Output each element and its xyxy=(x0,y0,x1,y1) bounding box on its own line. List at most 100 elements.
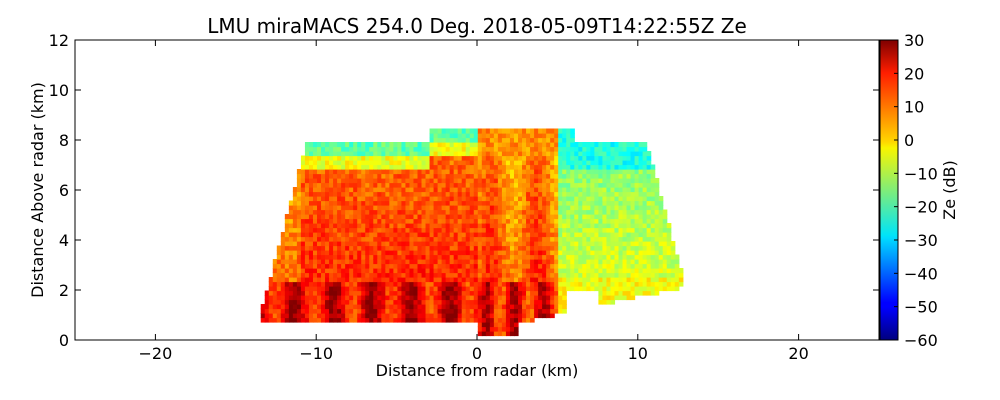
heatmap-cell xyxy=(445,200,451,206)
heatmap-cell xyxy=(509,169,515,175)
heatmap-cell xyxy=(401,268,407,274)
heatmap-cell xyxy=(357,241,362,247)
heatmap-cell xyxy=(441,137,447,143)
heatmap-cell xyxy=(562,227,567,233)
heatmap-cell xyxy=(405,313,411,319)
heatmap-cell xyxy=(469,313,475,319)
heatmap-cell xyxy=(626,245,632,251)
heatmap-cell xyxy=(570,142,575,148)
heatmap-cell xyxy=(417,160,423,166)
heatmap-cell xyxy=(493,232,499,238)
heatmap-cell xyxy=(594,281,599,287)
heatmap-cell xyxy=(578,209,583,215)
heatmap-cell xyxy=(429,196,435,202)
heatmap-cell xyxy=(317,232,322,238)
heatmap-cell xyxy=(280,286,286,292)
heatmap-cell xyxy=(321,245,326,251)
heatmap-cell xyxy=(602,169,608,175)
heatmap-cell xyxy=(489,232,495,238)
heatmap-cell xyxy=(469,241,475,247)
heatmap-cell xyxy=(534,268,539,274)
heatmap-cell xyxy=(361,272,366,278)
heatmap-cell xyxy=(509,295,515,301)
heatmap-cell xyxy=(345,254,350,260)
heatmap-cell xyxy=(662,232,668,238)
heatmap-cell xyxy=(530,227,535,233)
heatmap-cell xyxy=(513,259,519,265)
heatmap-cell xyxy=(534,236,539,242)
heatmap-cell xyxy=(461,133,467,139)
heatmap-cell xyxy=(349,241,354,247)
heatmap-cell xyxy=(497,272,503,278)
heatmap-cell xyxy=(405,290,411,296)
heatmap-cell xyxy=(329,196,334,202)
heatmap-cell xyxy=(578,232,583,238)
heatmap-cell xyxy=(393,304,398,310)
heatmap-cell xyxy=(357,250,362,256)
heatmap-cell xyxy=(469,173,475,179)
heatmap-cell xyxy=(361,304,366,310)
heatmap-cell xyxy=(598,241,604,247)
heatmap-cell xyxy=(445,290,451,296)
heatmap-cell xyxy=(461,169,467,175)
heatmap-cell xyxy=(312,178,318,184)
heatmap-cell xyxy=(590,164,595,170)
heatmap-cell xyxy=(614,268,620,274)
heatmap-cell xyxy=(469,277,475,283)
heatmap-cell xyxy=(662,214,668,220)
heatmap-cell xyxy=(550,245,555,251)
heatmap-cell xyxy=(300,268,306,274)
heatmap-cell xyxy=(280,290,286,296)
heatmap-cell xyxy=(329,308,334,314)
heatmap-cell xyxy=(457,128,463,134)
heatmap-cell xyxy=(526,142,531,148)
heatmap-cell xyxy=(518,164,523,170)
heatmap-cell xyxy=(630,290,636,296)
heatmap-cell xyxy=(260,313,266,319)
heatmap-cell xyxy=(578,191,583,197)
heatmap-cell xyxy=(497,160,503,166)
heatmap-cell xyxy=(365,281,370,287)
heatmap-cell xyxy=(317,160,322,166)
heatmap-cell xyxy=(542,254,547,260)
heatmap-cell xyxy=(437,290,443,296)
heatmap-cell xyxy=(538,187,543,193)
heatmap-cell xyxy=(526,277,531,283)
heatmap-cell xyxy=(610,191,616,197)
heatmap-cell xyxy=(425,313,431,319)
heatmap-cell xyxy=(610,286,616,292)
heatmap-cell xyxy=(317,227,322,233)
heatmap-cell xyxy=(493,304,499,310)
heatmap-cell xyxy=(642,160,648,166)
heatmap-cell xyxy=(449,146,455,152)
heatmap-cell xyxy=(345,155,350,161)
heatmap-cell xyxy=(546,223,551,229)
heatmap-cell xyxy=(325,277,330,283)
heatmap-cell xyxy=(365,178,370,184)
heatmap-cell xyxy=(353,182,358,188)
heatmap-cell xyxy=(365,155,370,161)
heatmap-cell xyxy=(381,313,386,319)
heatmap-cell xyxy=(630,295,636,301)
heatmap-cell xyxy=(308,308,314,314)
heatmap-cell xyxy=(405,182,411,188)
heatmap-cell xyxy=(457,272,463,278)
heatmap-cell xyxy=(413,178,419,184)
heatmap-cell xyxy=(449,245,455,251)
heatmap-cell xyxy=(449,227,455,233)
heatmap-cell xyxy=(614,259,620,265)
heatmap-cell xyxy=(429,263,435,269)
heatmap-cell xyxy=(296,254,302,260)
heatmap-cell xyxy=(341,142,346,148)
heatmap-cell xyxy=(558,227,563,233)
heatmap-cell xyxy=(630,187,636,193)
heatmap-cell xyxy=(373,151,378,157)
heatmap-cell xyxy=(522,295,527,301)
heatmap-cell xyxy=(397,308,403,314)
heatmap-cell xyxy=(509,331,515,337)
heatmap-cell xyxy=(409,182,415,188)
heatmap-cell xyxy=(542,155,547,161)
heatmap-cell xyxy=(329,182,334,188)
heatmap-cell xyxy=(534,169,539,175)
heatmap-cell xyxy=(497,209,503,215)
